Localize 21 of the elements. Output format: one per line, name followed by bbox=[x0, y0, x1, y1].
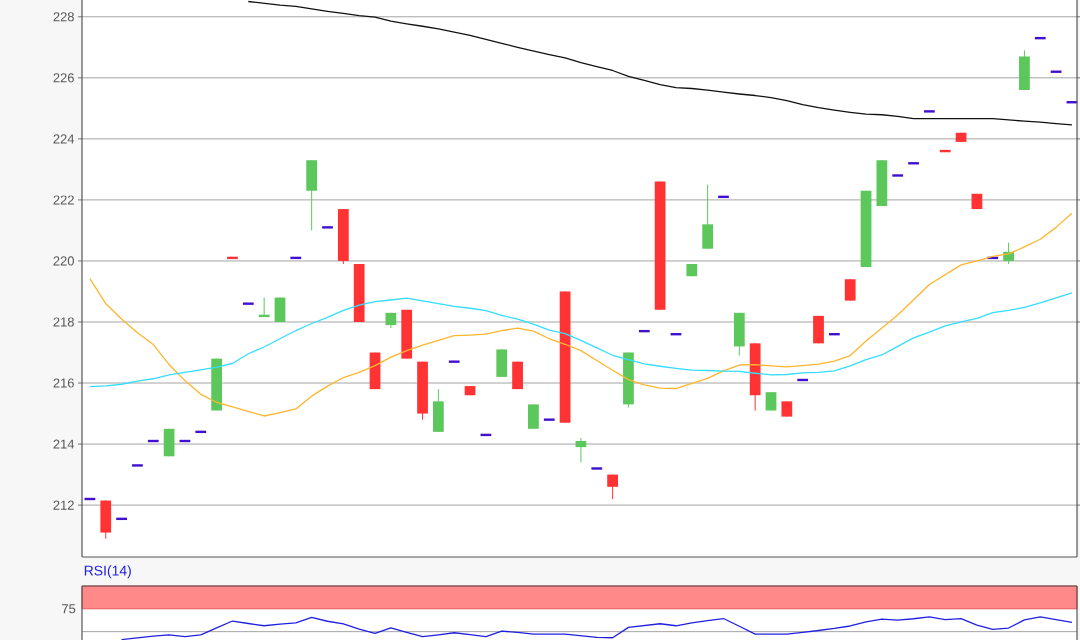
y-tick-label: 214 bbox=[53, 439, 75, 449]
candlestick bbox=[607, 474, 618, 500]
y-tick-label: 228 bbox=[53, 12, 74, 22]
y-tick-label: 226 bbox=[53, 73, 74, 83]
candlestick bbox=[575, 437, 587, 463]
candlestick bbox=[922, 110, 936, 113]
y-tick-label: 220 bbox=[53, 256, 74, 266]
candlestick bbox=[590, 467, 604, 470]
candlestick bbox=[891, 174, 905, 177]
y-tick-label: 212 bbox=[53, 500, 74, 510]
text: 75 bbox=[62, 604, 76, 614]
candlestick bbox=[765, 391, 777, 411]
y-tick-label: 216 bbox=[53, 378, 74, 388]
candlestick bbox=[542, 418, 556, 421]
y-tick-label: 222 bbox=[53, 195, 74, 205]
y-tick-label: 224 bbox=[53, 134, 75, 144]
chart-title: RSI(14) bbox=[84, 565, 131, 579]
candlestick bbox=[844, 278, 856, 302]
candlestick bbox=[447, 360, 461, 363]
candlestick bbox=[241, 302, 255, 305]
y-tick-label: 218 bbox=[53, 317, 74, 327]
